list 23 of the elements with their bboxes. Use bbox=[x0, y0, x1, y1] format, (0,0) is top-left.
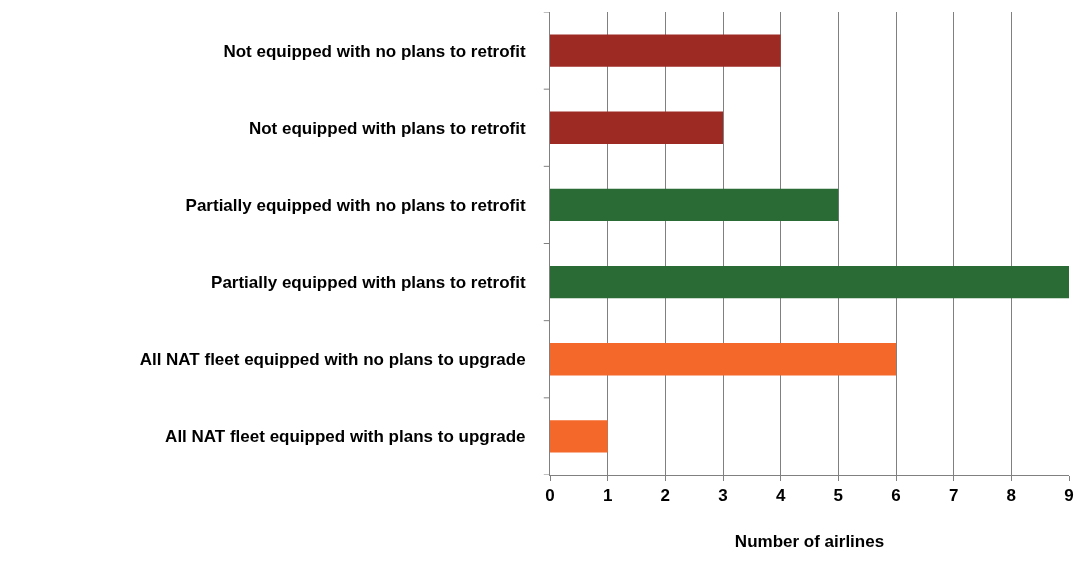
bar bbox=[550, 420, 608, 453]
bar bbox=[550, 34, 781, 67]
y-tick-label: Partially equipped with plans to retrofit bbox=[211, 273, 526, 293]
x-tick-label: 6 bbox=[891, 486, 901, 506]
y-tick-label: Not equipped with no plans to retrofit bbox=[223, 41, 526, 61]
x-tick-label: 2 bbox=[660, 486, 671, 506]
bar bbox=[550, 265, 1069, 299]
x-tick-label: 3 bbox=[718, 486, 728, 506]
x-axis-title: Number of airlines bbox=[734, 531, 885, 551]
bar bbox=[550, 343, 896, 376]
x-tick-label: 4 bbox=[775, 486, 786, 506]
y-tick-label: All NAT fleet equipped with no plans to upgrade bbox=[139, 350, 526, 370]
x-tick-label: 1 bbox=[602, 486, 613, 506]
y-tick-label: Not equipped with plans to retrofit bbox=[248, 118, 526, 138]
y-tick-label: All NAT fleet equipped with plans to upgrade bbox=[165, 427, 526, 447]
x-tick-label: 5 bbox=[833, 486, 844, 506]
x-tick-label: 7 bbox=[948, 486, 959, 506]
x-tick-label: 8 bbox=[1006, 486, 1017, 506]
y-tick-label: Partially equipped with no plans to retrofit bbox=[185, 195, 526, 215]
x-tick-label: 0 bbox=[545, 486, 555, 506]
x-tick-label: 9 bbox=[1064, 486, 1074, 506]
bar bbox=[550, 188, 839, 222]
bar bbox=[550, 111, 723, 144]
